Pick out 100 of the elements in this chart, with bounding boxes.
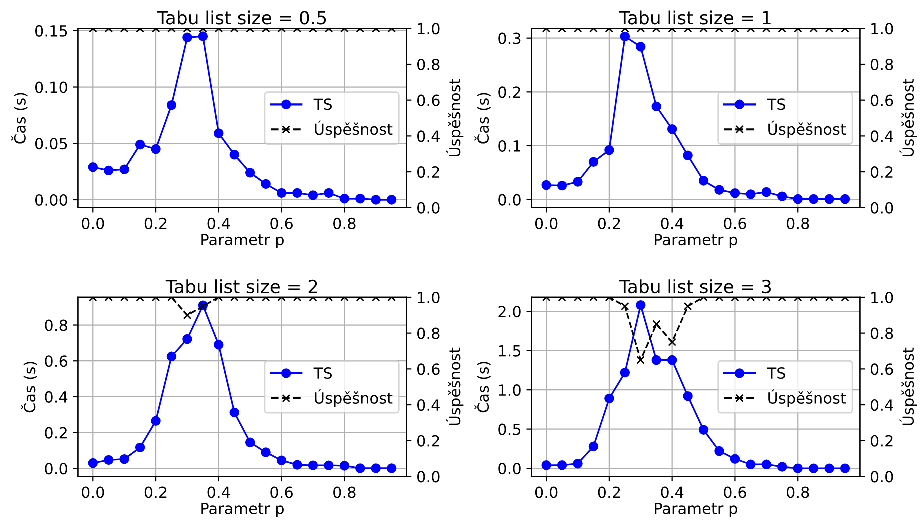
point	[714, 446, 724, 456]
y2-axis-title: Úspěšnost	[446, 79, 464, 157]
point	[198, 32, 208, 42]
y2-tick-label: 0.8	[870, 328, 894, 340]
point	[276, 456, 287, 466]
x-axis-title: Parametr p	[202, 503, 284, 518]
legend-label: TS	[314, 368, 332, 380]
x-axis-title: Parametr p	[202, 234, 284, 249]
point	[340, 194, 350, 204]
point	[730, 188, 740, 198]
point	[652, 355, 662, 366]
point	[778, 462, 788, 472]
point	[308, 460, 318, 470]
y2-tick-label: 0.8	[418, 328, 440, 340]
x-axis-title: Parametr p	[655, 503, 738, 518]
y-tick-label: 0.05	[35, 138, 68, 150]
y2-tick-label: 1.0	[418, 23, 440, 35]
point	[762, 460, 772, 470]
y-tick-label: 0.6	[45, 356, 68, 368]
point	[308, 190, 318, 200]
x-tick-label: 0.4	[208, 486, 230, 498]
y-tick-label: 0.00	[35, 194, 68, 206]
point	[324, 188, 334, 198]
point	[667, 355, 678, 366]
point	[588, 157, 599, 167]
y2-tick-label: 1.0	[872, 23, 894, 35]
chart-title: Tabu list size = 0.5	[157, 10, 326, 25]
x-tick-label: 0.6	[270, 486, 293, 498]
y2-axis-title: Úspěšnost	[900, 348, 918, 426]
legend-label: Úspěšnost	[315, 390, 393, 407]
point	[573, 458, 583, 469]
y-tick-label: 0.5	[498, 424, 521, 436]
y-tick-label: 0.1	[498, 140, 520, 152]
point	[166, 100, 177, 110]
y-tick-label: 0.8	[45, 320, 68, 332]
point	[840, 464, 850, 474]
point	[151, 144, 161, 154]
point	[292, 460, 302, 470]
point	[104, 455, 114, 466]
y2-tick-label: 0.0	[870, 202, 894, 214]
point	[620, 368, 630, 378]
y2-tick-label: 0.0	[418, 202, 440, 214]
y-axis-title: Čas (s)	[12, 93, 28, 144]
point	[261, 179, 271, 190]
point	[636, 42, 646, 52]
y-tick-label: 0.0	[498, 463, 521, 475]
point	[135, 140, 146, 150]
point	[340, 461, 350, 471]
x-tick-label: 0.0	[535, 486, 558, 498]
point	[166, 352, 177, 362]
legend-label: Úspěšnost	[768, 120, 846, 138]
point	[793, 464, 803, 474]
y2-tick-label: 0.6	[870, 94, 894, 106]
y-axis-title: Čas (s)	[474, 93, 491, 144]
point	[588, 442, 599, 452]
point	[683, 392, 693, 402]
y2-tick-label: 0.4	[418, 130, 440, 142]
point	[135, 442, 146, 453]
point	[120, 164, 130, 174]
y-tick-label: 0.2	[498, 86, 520, 98]
y2-tick-label: 0.4	[870, 399, 894, 412]
point	[636, 300, 646, 310]
point	[104, 166, 114, 176]
x-tick-label: 0.0	[82, 486, 104, 498]
point	[214, 340, 224, 350]
legend-label: Úspěšnost	[315, 120, 393, 138]
point	[840, 194, 850, 204]
y-axis-title: Čas (s)	[21, 362, 38, 413]
point	[683, 150, 693, 161]
point	[230, 408, 240, 418]
x-tick-label: 0.4	[661, 486, 684, 498]
point	[386, 195, 397, 205]
point	[292, 188, 302, 198]
y2-tick-label: 0.8	[870, 58, 894, 71]
point	[371, 464, 381, 474]
point	[698, 425, 709, 435]
y2-tick-label: 0.2	[870, 166, 893, 178]
y2-tick-label: 0.4	[418, 399, 440, 412]
x-tick-label: 0.8	[786, 218, 810, 230]
point	[230, 150, 240, 160]
legend-label: TS	[314, 98, 332, 110]
point	[667, 124, 678, 134]
x-tick-label: 0.8	[334, 486, 356, 498]
point	[714, 185, 724, 195]
y2-axis-title: Úspěšnost	[446, 348, 464, 426]
point	[746, 190, 756, 200]
y2-tick-label: 0.2	[418, 166, 440, 178]
chart-title: Tabu list size = 3	[619, 280, 772, 294]
point	[371, 195, 381, 205]
point	[620, 32, 630, 42]
x-tick-label: 0.2	[144, 218, 167, 230]
point	[746, 460, 756, 470]
y-tick-label: 0.0	[45, 463, 68, 475]
x-tick-label: 0.8	[334, 218, 356, 230]
point	[386, 464, 397, 474]
y2-axis-title: Úspěšnost	[900, 79, 918, 157]
y2-tick-label: 0.0	[870, 471, 894, 483]
point	[261, 448, 271, 458]
point	[604, 145, 614, 156]
point	[245, 168, 256, 178]
